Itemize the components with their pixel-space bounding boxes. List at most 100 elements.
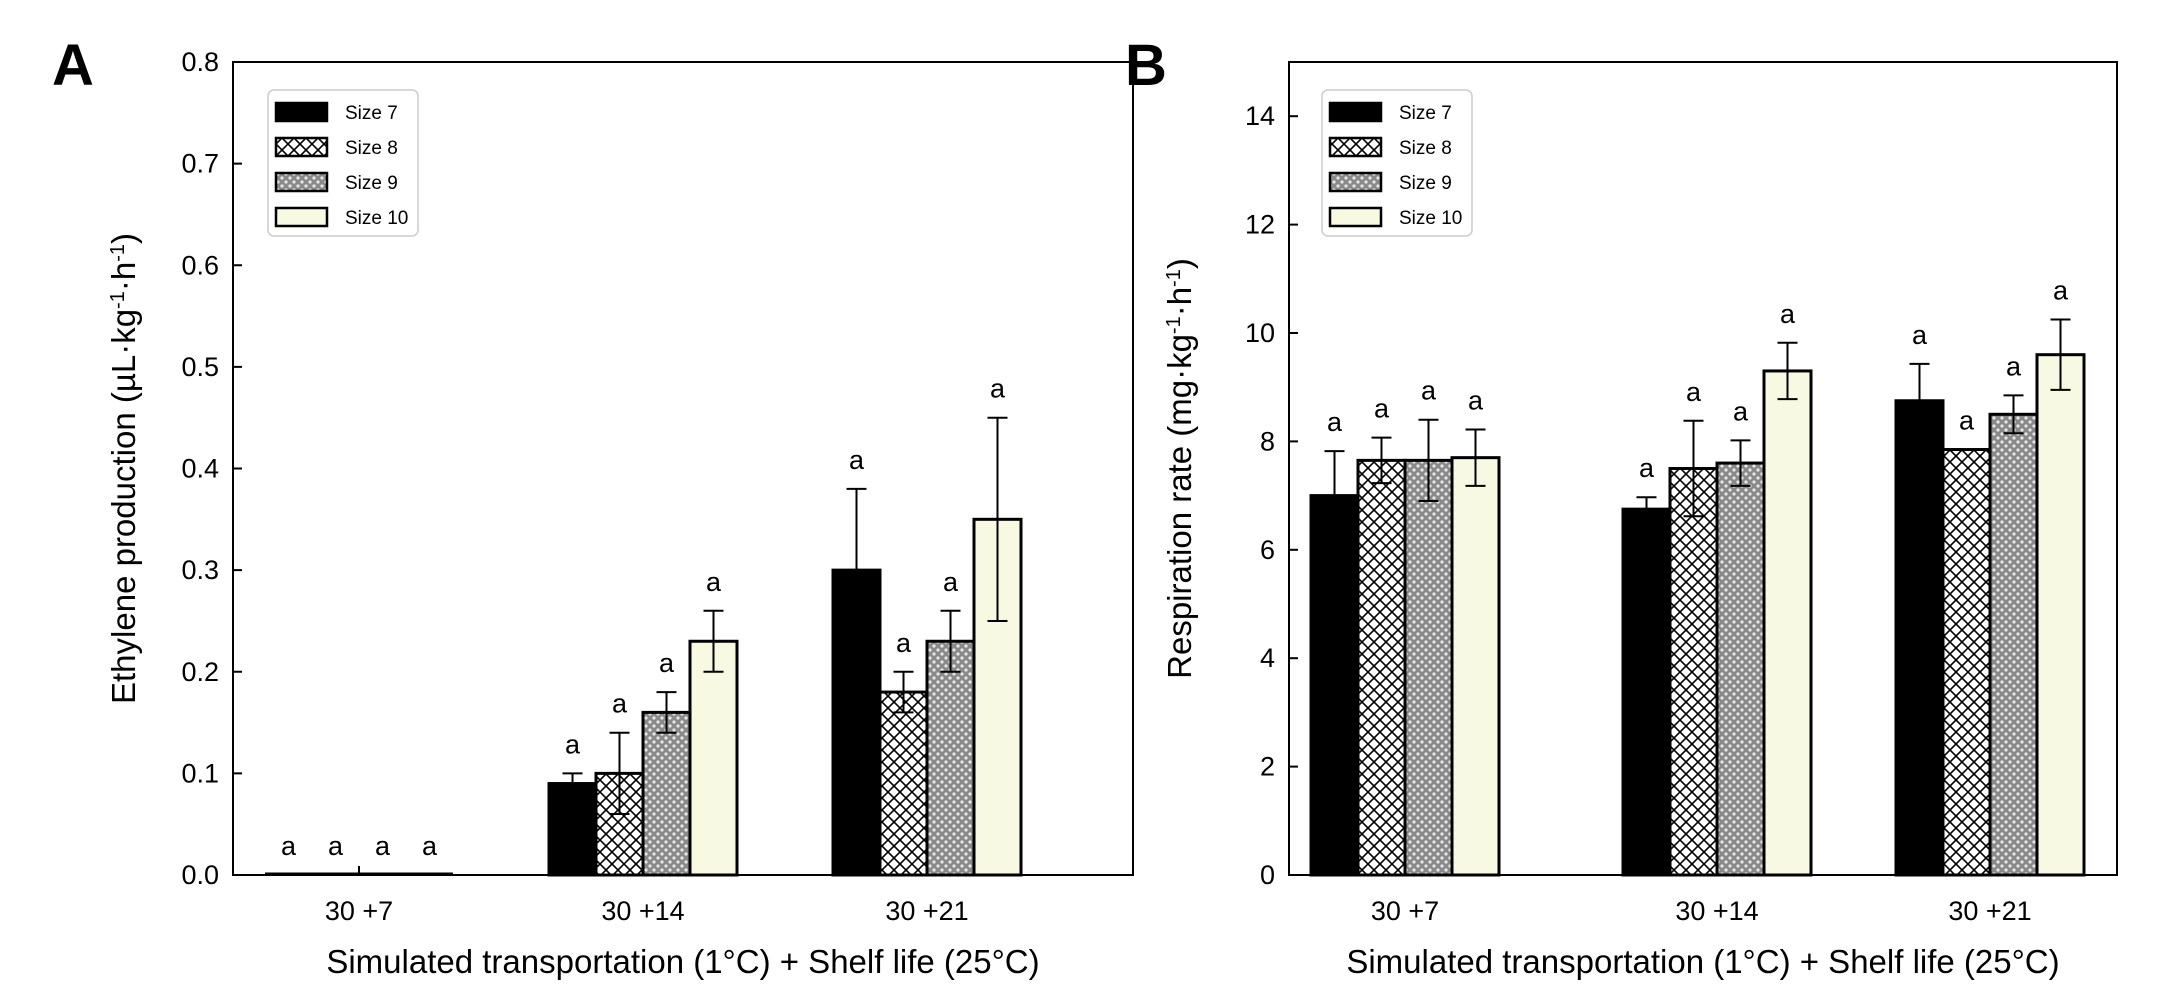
- y-tick-label: 0: [1260, 860, 1275, 890]
- bar: [878, 690, 929, 877]
- legend-label: Size 9: [1399, 173, 1452, 194]
- significance-label: a: [1959, 406, 1975, 436]
- legend-box: [267, 89, 419, 237]
- legend-swatch: [274, 136, 329, 158]
- significance-label: a: [896, 628, 912, 658]
- significance-label: a: [375, 831, 391, 861]
- significance-label: a: [281, 831, 297, 861]
- bar: [1762, 369, 1813, 877]
- y-tick-label: 0.0: [181, 860, 219, 890]
- significance-label: a: [1733, 396, 1749, 426]
- legend-swatch: [1328, 136, 1383, 158]
- significance-label: a: [1912, 320, 1928, 350]
- panel-letter: A: [52, 33, 94, 98]
- legend-swatch: [274, 206, 329, 228]
- y-axis-title-part: ): [1161, 258, 1198, 269]
- x-tick-label: 30 +21: [1948, 896, 2031, 926]
- bar: [641, 710, 692, 877]
- y-tick-label: 14: [1245, 101, 1275, 131]
- bar: [1668, 467, 1719, 877]
- legend-swatch: [1328, 101, 1383, 123]
- legend-swatch: [274, 101, 329, 123]
- y-axis-title-superscript: -1: [1163, 316, 1185, 334]
- legend-swatch: [274, 171, 329, 193]
- legend-label: Size 7: [345, 103, 398, 124]
- y-axis-title: Respiration rate (mg·kg-1·h-1): [1161, 258, 1198, 679]
- x-tick-label: 30 +21: [885, 896, 968, 926]
- panel-a: A 0.0 0.1 0.2 0.3 0.4 0.5 0.6 0.7 0.8 30 +7 30 +14 3…: [52, 33, 1134, 980]
- y-axis-title-part: Ethylene production (µL·kg: [105, 309, 142, 704]
- significance-label: a: [2053, 275, 2069, 305]
- significance-label: a: [943, 567, 959, 597]
- significance-label: a: [849, 445, 865, 475]
- x-tick-label: 30 +7: [1371, 896, 1439, 926]
- legend-box: [1321, 89, 1473, 237]
- bar: [2035, 353, 2086, 877]
- y-axis-title-part: Respiration rate (mg·kg: [1161, 334, 1198, 679]
- bar: [1715, 461, 1766, 877]
- y-axis-title-part: ·h: [1161, 287, 1198, 316]
- legend-swatch: [1328, 206, 1383, 228]
- significance-label: a: [2006, 351, 2022, 381]
- bar: [688, 639, 739, 877]
- y-tick-label: 10: [1245, 318, 1275, 348]
- y-axis-title-superscript: -1: [1163, 269, 1185, 287]
- legend-label: Size 8: [1399, 138, 1452, 159]
- y-tick-label: 0.5: [181, 352, 219, 382]
- legend-label: Size 8: [345, 138, 398, 159]
- significance-label: a: [1374, 394, 1390, 424]
- x-tick-label: 30 +14: [601, 896, 684, 926]
- y-axis-title-part: ): [105, 233, 142, 244]
- y-tick-label: 2: [1260, 752, 1275, 782]
- y-tick-label: 0.8: [181, 47, 219, 77]
- legend-label: Size 9: [345, 173, 398, 194]
- bar: [1894, 399, 1945, 877]
- bar: [1941, 448, 1992, 877]
- legend-label: Size 7: [1399, 103, 1452, 124]
- significance-label: a: [565, 729, 581, 759]
- significance-label: a: [612, 689, 628, 719]
- bar: [1450, 456, 1501, 877]
- x-axis-title: Simulated transportation (1°C) + Shelf l…: [326, 943, 1039, 980]
- significance-label: a: [1780, 299, 1796, 329]
- y-tick-label: 0.7: [181, 149, 219, 179]
- y-tick-label: 0.2: [181, 657, 219, 687]
- significance-label: a: [1686, 377, 1702, 407]
- y-tick-label: 0.6: [181, 250, 219, 280]
- y-tick-label: 0.1: [181, 758, 219, 788]
- significance-label: a: [1327, 407, 1343, 437]
- legend-swatch: [1328, 171, 1383, 193]
- significance-label: a: [1421, 376, 1437, 406]
- bar: [1621, 507, 1672, 877]
- significance-label: a: [990, 374, 1006, 404]
- y-tick-label: 12: [1245, 210, 1275, 240]
- y-axis-title-part: ·h: [105, 262, 142, 291]
- y-axis-title: Ethylene production (µL·kg-1·h-1): [105, 233, 142, 704]
- y-tick-label: 0.3: [181, 555, 219, 585]
- panel-b: B 0 2 4 6 8 10 12 14 30 +7 30 +14 30 +21 Simulated t…: [1125, 33, 2118, 980]
- x-tick-label: 30 +7: [325, 896, 393, 926]
- y-axis-title-superscript: -1: [107, 244, 129, 262]
- bar: [1988, 412, 2039, 877]
- bar: [925, 639, 976, 877]
- bar: [1309, 494, 1360, 877]
- x-axis-title: Simulated transportation (1°C) + Shelf l…: [1346, 943, 2059, 980]
- significance-label: a: [422, 831, 438, 861]
- bar: [547, 782, 598, 877]
- panel-letter: B: [1125, 33, 1167, 98]
- y-tick-label: 6: [1260, 535, 1275, 565]
- legend-label: Size 10: [345, 208, 408, 229]
- legend-label: Size 10: [1399, 208, 1462, 229]
- y-axis-title-superscript: -1: [107, 291, 129, 309]
- bar: [1403, 458, 1454, 877]
- significance-label: a: [706, 567, 722, 597]
- y-tick-label: 4: [1260, 643, 1275, 673]
- y-tick-label: 8: [1260, 426, 1275, 456]
- x-tick-label: 30 +14: [1675, 896, 1758, 926]
- y-tick-label: 0.4: [181, 454, 219, 484]
- significance-label: a: [328, 831, 344, 861]
- significance-label: a: [1468, 385, 1484, 415]
- bar: [1356, 458, 1407, 877]
- significance-label: a: [659, 648, 675, 678]
